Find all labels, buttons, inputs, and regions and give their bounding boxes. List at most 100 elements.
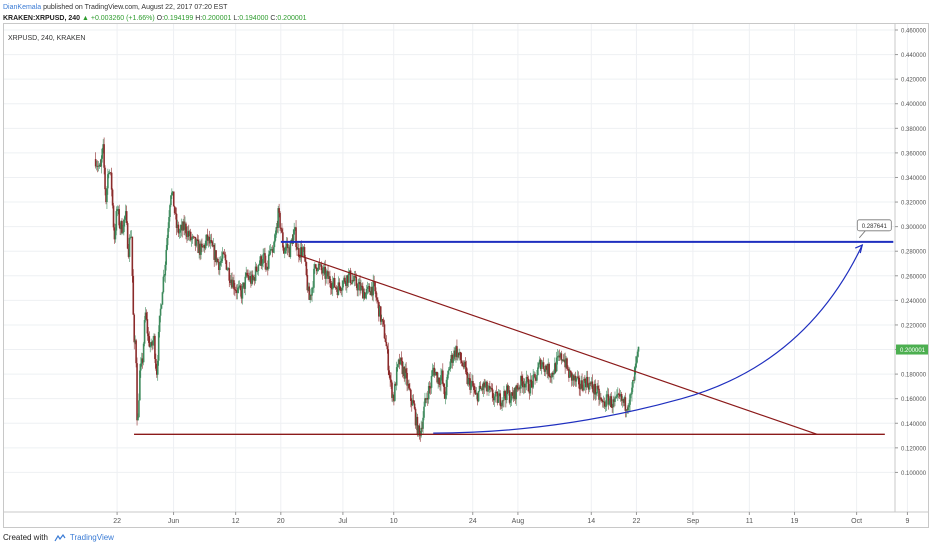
descending-trendline[interactable]: [297, 254, 818, 435]
candle-body: [143, 320, 146, 344]
candle-body: [189, 231, 192, 241]
candle-body: [267, 266, 269, 269]
candle-body: [311, 287, 313, 296]
candle-body: [197, 239, 199, 253]
candle-body: [198, 243, 200, 253]
candle-body: [444, 395, 447, 399]
candle-body: [292, 234, 295, 244]
candle-body: [120, 221, 122, 230]
candle-body: [466, 372, 469, 385]
candle-body: [384, 338, 387, 342]
candle-body: [510, 392, 513, 401]
author-link[interactable]: DianKemala: [3, 4, 42, 11]
candle-body: [286, 243, 289, 249]
candle-body: [483, 382, 486, 388]
candle-body: [126, 223, 129, 249]
time-axis[interactable]: 22 Jun 12 20 Jul 10 24 Aug 14 22 Sep 11 19 Oct 9: [4, 511, 929, 525]
x-tick-label: 20: [277, 518, 285, 525]
candle-body: [519, 387, 521, 389]
candle-body: [574, 375, 577, 382]
candle-body: [283, 247, 285, 254]
y-tick-label: 0.360000: [901, 151, 927, 157]
candle-body: [128, 237, 131, 257]
candle-body: [140, 358, 143, 364]
candle-body: [340, 290, 343, 291]
y-tick-label: 0.440000: [901, 53, 927, 59]
candle-body: [507, 390, 510, 393]
published-text: published on TradingView.com, August 22,…: [43, 4, 228, 11]
y-tick-label: 0.280000: [901, 250, 927, 256]
x-tick-label: 19: [791, 518, 799, 525]
candle-body: [618, 394, 621, 397]
candle-body: [532, 374, 534, 388]
candle-body: [289, 241, 292, 257]
candle-body: [361, 285, 363, 287]
candle-body: [509, 400, 512, 403]
candle-body: [435, 372, 438, 373]
tradingview-brand[interactable]: TradingView: [69, 533, 114, 542]
candle-body: [95, 165, 98, 167]
candle-body: [285, 243, 288, 247]
candle-body: [157, 331, 160, 361]
candle-body: [354, 275, 357, 277]
candle-body: [456, 346, 458, 358]
candle-body: [390, 379, 392, 383]
candle-body: [333, 278, 336, 288]
candle-body: [315, 267, 318, 272]
candle-body: [227, 268, 230, 270]
candle-body: [322, 267, 325, 274]
candle-body: [414, 408, 417, 426]
candle-body: [347, 273, 350, 283]
candle-body: [180, 224, 183, 230]
candle-body: [627, 407, 629, 410]
candle-body: [284, 246, 287, 251]
candle-body: [623, 397, 626, 403]
candle-body: [119, 225, 121, 230]
candle-body: [409, 388, 411, 390]
candle-body: [346, 275, 349, 283]
candle-body: [553, 373, 555, 375]
x-tick-label: 10: [390, 518, 398, 525]
candle-body: [624, 397, 627, 411]
candle-body: [241, 285, 244, 299]
y-tick-label: 0.100000: [901, 471, 927, 477]
candle-body: [437, 377, 439, 383]
candle-body: [240, 290, 243, 299]
candle-body: [533, 374, 535, 376]
candle-body: [136, 363, 138, 421]
candle-body: [388, 370, 390, 376]
candle-body: [275, 227, 278, 235]
projection-curve[interactable]: [433, 244, 863, 434]
candle-body: [469, 378, 471, 390]
candle-body: [226, 269, 229, 271]
candle-body: [451, 354, 454, 363]
candle-body: [123, 219, 125, 233]
candle-body: [139, 370, 141, 401]
y-tick-label: 0.120000: [901, 446, 927, 452]
candle-body: [506, 385, 508, 401]
y-tick-label: 0.240000: [901, 299, 927, 305]
candle-body: [524, 383, 527, 388]
candle-body: [480, 388, 483, 390]
candle-body: [224, 254, 227, 261]
candle-body: [464, 361, 467, 368]
candle-body: [212, 245, 215, 247]
candle-body: [495, 391, 498, 393]
candle-body: [553, 363, 556, 374]
candle-body: [535, 377, 537, 381]
candle-body: [625, 409, 628, 411]
candle-body: [339, 286, 342, 291]
candle-body: [543, 368, 546, 372]
candle-body: [473, 385, 475, 391]
candle-body: [374, 282, 376, 292]
candle-body: [158, 315, 161, 332]
last-price-label: 0.200001: [900, 348, 926, 354]
candle-body: [111, 189, 114, 206]
candle-body: [415, 416, 418, 426]
candle-body: [499, 393, 502, 406]
candle-body: [470, 382, 472, 390]
price-axis[interactable]: 0.100000 0.120000 0.140000 0.160000 0.180000…: [894, 24, 927, 512]
y-tick-label: 0.140000: [901, 422, 927, 428]
candle-body: [485, 381, 487, 386]
